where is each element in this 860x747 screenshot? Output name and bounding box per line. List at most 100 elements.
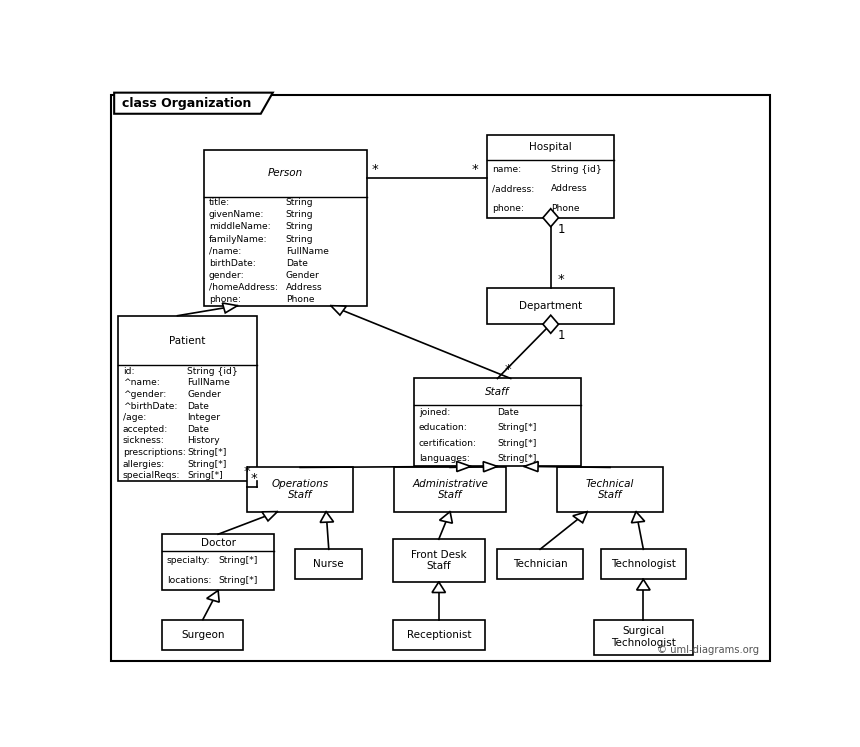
Polygon shape: [457, 462, 470, 471]
Polygon shape: [114, 93, 273, 114]
Text: String {id}: String {id}: [187, 367, 238, 376]
Text: phone:: phone:: [209, 295, 241, 304]
Text: birthDate:: birthDate:: [209, 258, 255, 267]
Text: Integer: Integer: [187, 413, 221, 422]
Polygon shape: [206, 590, 219, 602]
Text: *: *: [372, 163, 378, 176]
Text: Date: Date: [187, 402, 209, 411]
Text: Doctor: Doctor: [200, 538, 236, 548]
Text: String[*]: String[*]: [187, 459, 227, 468]
Text: specialReqs:: specialReqs:: [123, 471, 181, 480]
Polygon shape: [543, 315, 558, 333]
Text: languages:: languages:: [419, 454, 470, 463]
Bar: [163, 619, 243, 650]
Polygon shape: [331, 306, 347, 315]
Text: id:: id:: [123, 367, 134, 376]
Text: © uml-diagrams.org: © uml-diagrams.org: [657, 645, 759, 655]
Bar: [393, 539, 485, 582]
Polygon shape: [636, 580, 650, 590]
Text: joined:: joined:: [419, 408, 450, 417]
Text: name:: name:: [492, 165, 521, 174]
Text: allergies:: allergies:: [123, 459, 165, 468]
Text: String[*]: String[*]: [218, 576, 257, 585]
Polygon shape: [631, 512, 645, 523]
Text: String {id}: String {id}: [550, 165, 601, 174]
Text: familyName:: familyName:: [209, 235, 267, 244]
Text: ^name:: ^name:: [123, 378, 160, 388]
Bar: [594, 619, 692, 655]
Bar: [488, 288, 614, 324]
Text: Address: Address: [286, 283, 322, 292]
Polygon shape: [543, 208, 558, 227]
Bar: [394, 468, 506, 512]
Bar: [393, 619, 485, 650]
Text: *: *: [557, 273, 564, 286]
Text: Date: Date: [286, 258, 308, 267]
Polygon shape: [320, 512, 334, 522]
Text: FullName: FullName: [187, 378, 230, 388]
Text: certification:: certification:: [419, 438, 476, 447]
Text: Sring[*]: Sring[*]: [187, 471, 224, 480]
Text: Address: Address: [550, 185, 587, 193]
Text: phone:: phone:: [492, 204, 524, 213]
Text: /homeAddress:: /homeAddress:: [209, 283, 278, 292]
Text: Gender: Gender: [187, 390, 221, 399]
Text: middleName:: middleName:: [209, 223, 270, 232]
Text: *: *: [251, 472, 257, 485]
Text: Date: Date: [187, 425, 209, 434]
Text: String: String: [286, 223, 313, 232]
Text: 1: 1: [557, 223, 565, 236]
Text: Receptionist: Receptionist: [407, 630, 471, 639]
Polygon shape: [524, 462, 538, 471]
Text: Technologist: Technologist: [611, 560, 676, 569]
Text: String[*]: String[*]: [497, 454, 537, 463]
Polygon shape: [223, 303, 237, 313]
Text: Patient: Patient: [169, 335, 206, 346]
Bar: [557, 468, 663, 512]
Text: givenName:: givenName:: [209, 211, 264, 220]
Bar: [248, 468, 353, 512]
Text: Nurse: Nurse: [313, 560, 344, 569]
Text: 1: 1: [557, 329, 565, 342]
Text: sickness:: sickness:: [123, 436, 164, 445]
Bar: [296, 549, 362, 580]
Text: Department: Department: [519, 301, 582, 311]
Text: Phone: Phone: [550, 204, 580, 213]
Polygon shape: [262, 512, 278, 521]
Text: /name:: /name:: [209, 247, 241, 255]
Polygon shape: [432, 582, 445, 592]
Polygon shape: [439, 512, 452, 523]
Bar: [163, 534, 274, 590]
Text: Date: Date: [497, 408, 519, 417]
Text: String: String: [286, 198, 313, 207]
Text: ^gender:: ^gender:: [123, 390, 166, 399]
Bar: [488, 135, 614, 217]
Bar: [600, 549, 686, 580]
Text: Technician: Technician: [513, 560, 568, 569]
Polygon shape: [573, 512, 587, 523]
Text: prescriptions:: prescriptions:: [123, 448, 186, 457]
Text: String[*]: String[*]: [497, 438, 537, 447]
Text: Front Desk
Staff: Front Desk Staff: [411, 550, 467, 571]
Bar: [415, 379, 580, 466]
Text: *: *: [471, 163, 478, 176]
Text: String[*]: String[*]: [218, 557, 257, 565]
Text: locations:: locations:: [167, 576, 212, 585]
Text: String: String: [286, 211, 313, 220]
Text: Operations
Staff: Operations Staff: [272, 479, 329, 500]
Text: ^birthDate:: ^birthDate:: [123, 402, 177, 411]
Polygon shape: [483, 462, 497, 472]
Text: Administrative
Staff: Administrative Staff: [412, 479, 488, 500]
Text: Gender: Gender: [286, 271, 320, 280]
Bar: [204, 150, 367, 306]
Text: Surgical
Technologist: Surgical Technologist: [611, 627, 676, 648]
Bar: [118, 316, 257, 482]
Text: class Organization: class Organization: [122, 96, 251, 110]
Text: *: *: [243, 465, 250, 478]
Text: /address:: /address:: [492, 185, 534, 193]
Text: Staff: Staff: [485, 387, 510, 397]
Text: String[*]: String[*]: [187, 448, 227, 457]
Text: Person: Person: [268, 168, 304, 179]
Text: FullName: FullName: [286, 247, 329, 255]
Text: Technical
Staff: Technical Staff: [586, 479, 634, 500]
